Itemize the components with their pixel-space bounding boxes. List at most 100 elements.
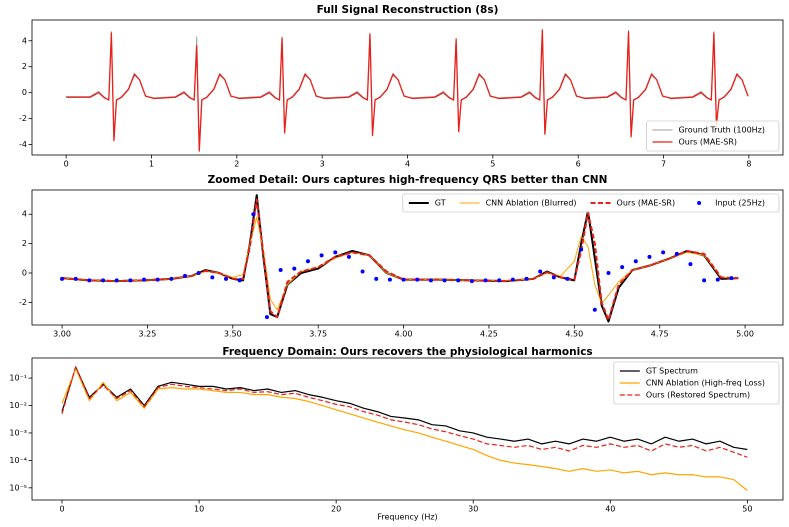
x-tick-label: 3.00	[53, 330, 71, 339]
data-point	[360, 269, 365, 274]
data-point	[305, 259, 310, 264]
data-point	[647, 254, 652, 259]
data-point	[524, 276, 529, 281]
data-point	[237, 278, 242, 283]
data-point	[196, 270, 201, 275]
data-point	[346, 254, 351, 259]
data-point	[374, 276, 379, 281]
legend-label: Ours (MAE-SR)	[617, 199, 676, 208]
data-point	[510, 277, 515, 282]
data-point	[210, 275, 215, 280]
legend-item: Input (25Hz)	[697, 199, 765, 208]
data-point	[73, 276, 78, 281]
y-tick-label: 10⁻⁴	[9, 456, 27, 465]
y-tick-label: -2	[19, 298, 27, 307]
data-point	[579, 247, 584, 252]
y-tick-label: 10⁻²	[9, 401, 27, 410]
chart-title: Full Signal Reconstruction (8s)	[317, 4, 499, 16]
data-point	[319, 253, 324, 258]
data-point	[278, 268, 283, 273]
x-tick-label: 7	[661, 160, 666, 169]
x-tick-label: 30	[468, 505, 478, 514]
data-point	[60, 276, 65, 281]
axes-frame	[31, 189, 784, 326]
series-line	[61, 198, 739, 322]
data-point	[729, 276, 734, 281]
data-point	[169, 276, 174, 281]
data-point	[183, 273, 188, 278]
x-tick-label: 0	[59, 505, 64, 514]
series-line	[61, 368, 748, 491]
y-tick-label: 2	[22, 239, 27, 248]
x-tick-label: 5	[490, 160, 495, 169]
legend-item: GT Spectrum	[619, 367, 698, 376]
data-point	[633, 259, 638, 264]
data-point	[415, 277, 420, 282]
data-point	[674, 251, 679, 256]
data-point	[661, 250, 666, 255]
data-point	[128, 278, 133, 283]
y-tick-label: 10⁻³	[9, 428, 27, 437]
data-point	[702, 278, 707, 283]
axes-frame	[31, 19, 784, 156]
data-point	[565, 276, 570, 281]
legend: GT Spectrum CNN Ablation (High-freq Loss)…	[613, 361, 780, 405]
data-point	[264, 315, 269, 320]
data-point	[688, 262, 693, 267]
x-tick-label: 8	[746, 160, 751, 169]
data-point	[333, 250, 338, 255]
data-point	[538, 269, 543, 274]
legend-swatch	[697, 201, 702, 205]
x-tick-label: 3.25	[139, 330, 157, 339]
data-point	[606, 270, 611, 275]
x-tick-label: 10	[194, 505, 204, 514]
x-tick-label: 5.00	[736, 330, 754, 339]
legend-item: Ours (MAE-SR)	[590, 199, 676, 208]
legend-label: Ours (MAE-SR)	[678, 138, 737, 147]
y-tick-label: -4	[19, 140, 27, 149]
legend-label: Ours (Restored Spectrum)	[646, 391, 750, 400]
data-point	[251, 212, 256, 217]
data-point	[620, 265, 625, 270]
x-tick-label: 0	[64, 160, 69, 169]
y-tick-label: 10⁻⁵	[9, 483, 27, 492]
y-tick-label: 0	[22, 268, 27, 277]
data-point	[387, 277, 392, 282]
x-tick-label: 4	[405, 160, 410, 169]
data-point	[592, 307, 597, 312]
x-tick-label: 4.00	[395, 330, 413, 339]
legend-box	[613, 361, 780, 405]
data-point	[223, 276, 228, 281]
x-tick-label: 2	[234, 160, 239, 169]
series-line	[61, 194, 739, 323]
legend-label: Input (25Hz)	[715, 199, 765, 208]
legend-item: CNN Ablation (Blurred)	[459, 199, 577, 208]
chart-title: Frequency Domain: Ours recovers the phys…	[222, 346, 592, 358]
data-point	[551, 275, 556, 280]
data-point	[497, 278, 502, 283]
data-point	[155, 277, 160, 282]
series-line	[61, 366, 748, 451]
data-point	[114, 278, 119, 283]
x-axis-label: Frequency (Hz)	[377, 513, 437, 522]
y-tick-label: 4	[22, 210, 27, 219]
chart-title: Zoomed Detail: Ours captures high-freque…	[208, 174, 608, 186]
data-point	[715, 277, 720, 282]
legend-label: GT Spectrum	[646, 367, 698, 376]
data-point	[456, 278, 461, 283]
x-tick-label: 6	[576, 160, 581, 169]
data-point	[428, 278, 433, 283]
x-tick-label: 20	[331, 505, 341, 514]
data-point	[401, 277, 406, 282]
x-tick-label: 3.75	[309, 330, 327, 339]
legend: Ground Truth (100Hz) Ours (MAE-SR)	[646, 120, 780, 152]
data-point	[292, 266, 297, 271]
y-tick-label: 2	[22, 62, 27, 71]
legend-item: Ground Truth (100Hz)	[652, 126, 765, 135]
x-tick-label: 4.25	[480, 330, 498, 339]
legend-label: GT	[435, 199, 446, 208]
plot-area	[66, 28, 749, 152]
y-tick-label: 10⁻¹	[9, 374, 27, 383]
data-point	[142, 277, 147, 282]
x-tick-label: 3	[320, 160, 325, 169]
